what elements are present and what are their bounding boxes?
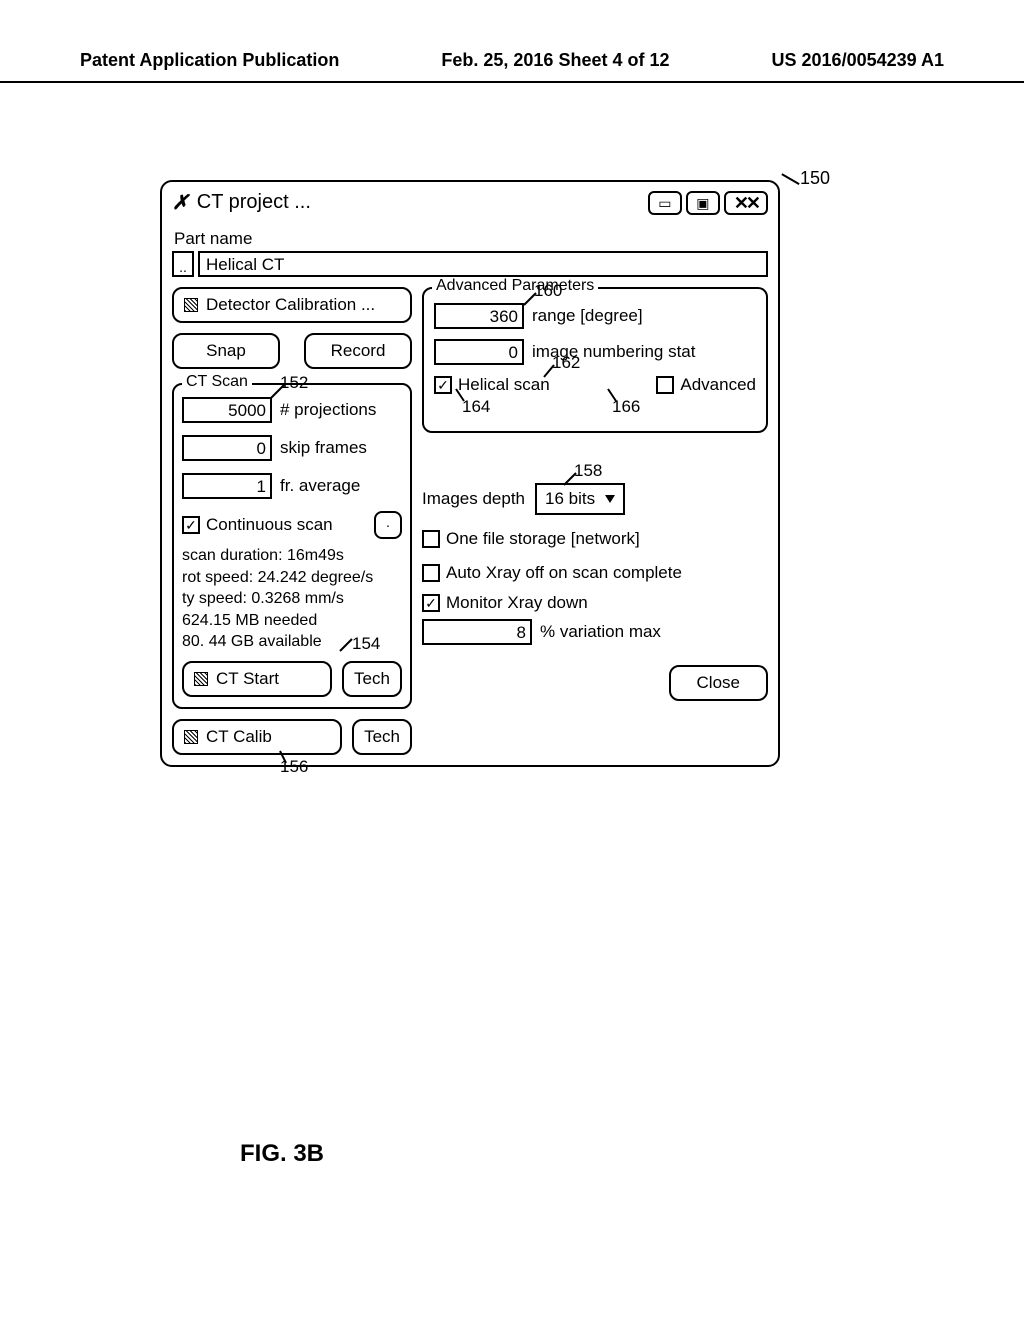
right-column: Advanced Parameters 360 range [degree] 1… [422,287,768,755]
advanced-checkbox[interactable] [656,376,674,394]
grid-icon [194,672,208,686]
scan-info-3: 624.15 MB needed [182,610,402,632]
auto-xray-label: Auto Xray off on scan complete [446,563,682,583]
fr-average-label: fr. average [280,476,360,496]
figure-area: 150 ✗ CT project ... ▭ ▣ ✕✕ Part name ..… [160,180,780,767]
advanced-cb-label: Advanced [680,375,756,395]
ct-scan-title: CT Scan [182,373,252,391]
skip-frames-label: skip frames [280,438,367,458]
minimize-button[interactable]: ▭ [648,191,682,215]
img-numbering-input[interactable]: 0 [434,339,524,365]
record-button[interactable]: Record [304,333,412,369]
helical-label: Helical scan [458,375,550,395]
images-depth-value: 16 bits [545,489,595,509]
advanced-parameters-group: Advanced Parameters 360 range [degree] 1… [422,287,768,433]
one-file-label: One file storage [network] [446,529,640,549]
lead-162 [542,363,558,379]
close-window-button[interactable]: ✕✕ [724,191,768,215]
header-right: US 2016/0054239 A1 [772,50,944,71]
tech-button-1[interactable]: Tech [342,661,402,697]
scan-info-4: 80. 44 GB available [182,633,322,650]
images-depth-label: Images depth [422,489,525,509]
partname-row: .. Helical CT [172,251,768,277]
monitor-xray-checkbox[interactable]: ✓ [422,594,440,612]
lead-156 [272,749,288,765]
scan-info: scan duration: 16m49s rot speed: 24.242 … [182,545,402,653]
ct-start-label: CT Start [216,669,279,689]
callout-154: 154 [352,633,380,656]
images-depth-select[interactable]: 16 bits [535,483,625,515]
detector-calibration-button[interactable]: Detector Calibration ... [172,287,412,323]
callout-150: 150 [800,168,830,189]
ct-scan-group: CT Scan 5000 # projections 152 0 skip fr… [172,383,412,709]
auto-xray-checkbox[interactable] [422,564,440,582]
close-button[interactable]: Close [669,665,768,701]
lead-164 [452,387,468,403]
close-label: Close [697,673,740,692]
lead-158 [562,471,580,489]
variation-label: % variation max [540,622,661,642]
ct-start-button[interactable]: CT Start [182,661,332,697]
projections-input[interactable]: 5000 [182,397,272,423]
grid-icon [184,298,198,312]
advanced-title: Advanced Parameters [432,277,598,295]
lead-154 [338,637,356,655]
snap-button[interactable]: Snap [172,333,280,369]
figure-label: FIG. 3B [240,1140,324,1168]
app-icon: ✗ [172,190,189,215]
tech1-label: Tech [354,669,390,689]
record-label: Record [331,341,386,361]
ct-calib-button[interactable]: CT Calib [172,719,342,755]
detector-calib-label: Detector Calibration ... [206,295,375,315]
scan-info-2: ty speed: 0.3268 mm/s [182,588,402,610]
left-column: Detector Calibration ... Snap Record CT … [172,287,412,755]
continuous-checkbox[interactable]: ✓ [182,516,200,534]
projections-label: # projections [280,400,376,420]
continuous-label: Continuous scan [206,515,333,535]
skip-frames-input[interactable]: 0 [182,435,272,461]
page-header: Patent Application Publication Feb. 25, … [0,50,1024,83]
helical-checkbox[interactable]: ✓ [434,376,452,394]
monitor-xray-label: Monitor Xray down [446,593,588,613]
scan-info-0: scan duration: 16m49s [182,545,402,567]
lead-152 [268,383,288,403]
window-content: Part name .. Helical CT Detector Calibra… [162,223,778,765]
range-input[interactable]: 360 [434,303,524,329]
range-label: range [degree] [532,306,643,326]
continuous-more-button[interactable]: · [374,511,402,539]
header-left: Patent Application Publication [80,50,339,71]
chevron-down-icon [605,495,615,503]
ct-project-window: ✗ CT project ... ▭ ▣ ✕✕ Part name .. Hel… [160,180,780,767]
titlebar: ✗ CT project ... ▭ ▣ ✕✕ [162,182,778,223]
partname-input[interactable]: Helical CT [198,251,768,277]
header-mid: Feb. 25, 2016 Sheet 4 of 12 [441,50,669,71]
scan-info-1: rot speed: 24.242 degree/s [182,567,402,589]
window-title: CT project ... [197,191,311,214]
snap-label: Snap [206,341,246,361]
lead-166 [604,387,620,403]
one-file-checkbox[interactable] [422,530,440,548]
partname-label: Part name [174,229,768,249]
variation-input[interactable]: 8 [422,619,532,645]
maximize-button[interactable]: ▣ [686,191,720,215]
tech2-label: Tech [364,727,400,747]
fr-average-input[interactable]: 1 [182,473,272,499]
partname-browse[interactable]: .. [172,251,194,277]
ct-calib-label: CT Calib [206,727,272,747]
tech-button-2[interactable]: Tech [352,719,412,755]
grid-icon [184,730,198,744]
lead-160 [522,291,540,309]
